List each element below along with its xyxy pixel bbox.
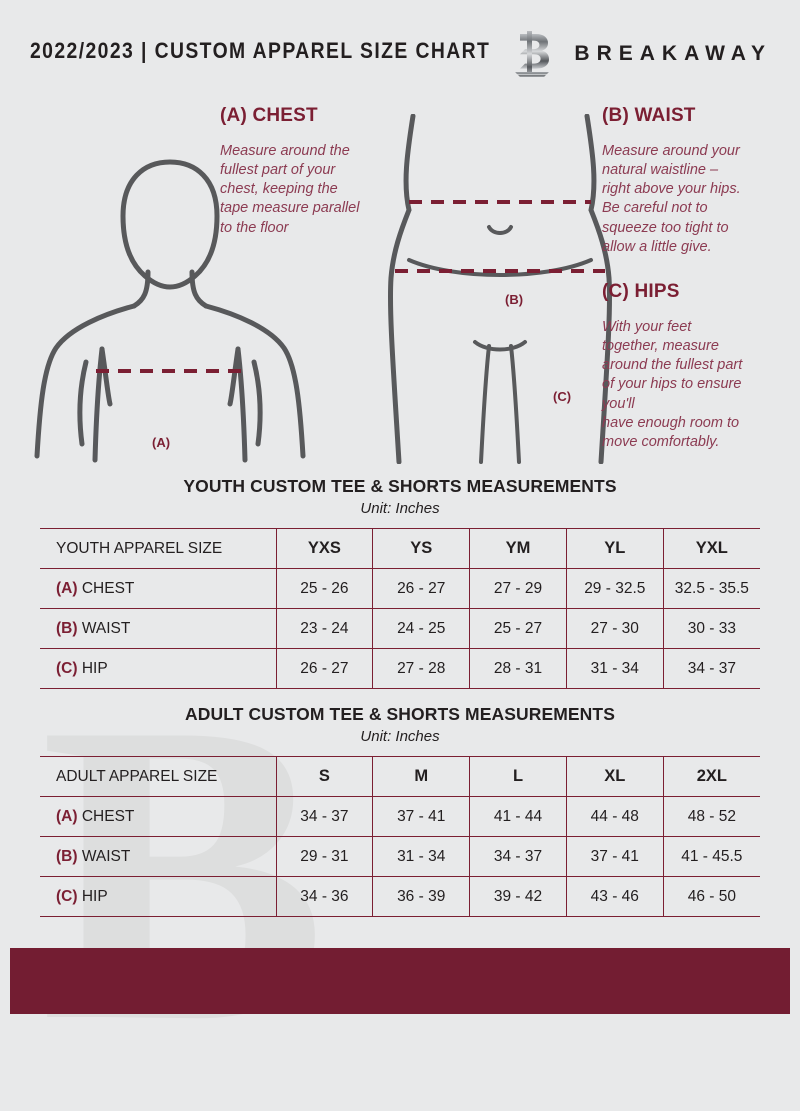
adult-cell-2-2: 39 - 42 (469, 876, 567, 917)
youth-cell-1-0: 23 - 24 (275, 608, 373, 649)
table-row: (A) CHEST 25 - 26 26 - 27 27 - 29 29 - 3… (40, 568, 760, 609)
chest-info-title: (A) CHEST (220, 105, 318, 126)
adult-cell-2-3: 43 - 46 (565, 876, 664, 917)
measurement-diagrams: (A) (B) (C) (A) CHEST Measure around the… (0, 96, 800, 466)
adult-measurements-section: ADULT CUSTOM TEE & SHORTS MEASUREMENTS U… (40, 704, 760, 917)
adult-cell-2-0: 34 - 36 (275, 876, 373, 917)
adult-section-title: ADULT CUSTOM TEE & SHORTS MEASUREMENTS (185, 704, 615, 724)
chest-info-text: Measure around the fullest part of your … (220, 142, 360, 236)
row-tag: (A) (56, 807, 78, 825)
youth-cell-0-0: 25 - 26 (275, 568, 373, 609)
upper-body-torso-illustration (20, 104, 320, 469)
table-row: (B) WAIST 29 - 31 31 - 34 34 - 37 37 - 4… (40, 836, 760, 877)
adult-row-label-2: (C) HIP (40, 876, 276, 917)
table-row: (B) WAIST 23 - 24 24 - 25 25 - 27 27 - 3… (40, 608, 760, 649)
adult-size-header-0: S (275, 756, 373, 797)
adult-cell-0-0: 34 - 37 (275, 796, 373, 837)
brand-name: BREAKAWAY (574, 42, 772, 65)
page-header: 2022/2023 | CUSTOM APPAREL SIZE CHART (0, 0, 800, 96)
adult-cell-0-4: 48 - 52 (662, 796, 760, 837)
row-tag: (B) (56, 619, 78, 637)
footer-bar (10, 948, 790, 1014)
youth-cell-2-1: 27 - 28 (372, 648, 470, 689)
adult-size-header-3: XL (565, 756, 664, 797)
waist-info-title: (B) WAIST (602, 105, 696, 126)
chest-info-block: (A) CHEST Measure around the fullest par… (220, 105, 395, 252)
chest-marker-label: (A) (152, 435, 171, 450)
youth-cell-0-2: 27 - 29 (469, 568, 567, 609)
hips-info-title: (C) HIPS (602, 281, 680, 302)
youth-section-title: YOUTH CUSTOM TEE & SHORTS MEASUREMENTS (183, 476, 617, 496)
youth-cell-1-2: 25 - 27 (469, 608, 567, 649)
youth-cell-0-3: 29 - 32.5 (565, 568, 664, 609)
youth-size-header-0: YXS (275, 528, 373, 569)
brand-lockup: BREAKAWAY (512, 30, 772, 78)
table-header-row: ADULT APPAREL SIZE S M L XL 2XL (40, 756, 760, 797)
adult-cell-1-1: 31 - 34 (372, 836, 470, 877)
adult-row-label-1: (B) WAIST (40, 836, 276, 877)
adult-cell-1-3: 37 - 41 (565, 836, 664, 877)
waist-info-block: (B) WAIST Measure around your natural wa… (602, 105, 782, 272)
adult-apparel-size-header: ADULT APPAREL SIZE (40, 756, 276, 797)
youth-size-header-4: YXL (662, 528, 760, 569)
row-tag: (C) (56, 659, 78, 677)
waist-info-text: Measure around your natural waistline – … (602, 142, 741, 255)
youth-cell-2-2: 28 - 31 (469, 648, 567, 689)
hips-info-block: (C) HIPS With your feet together, measur… (602, 281, 782, 467)
youth-cell-1-4: 30 - 33 (662, 608, 760, 649)
adult-size-table: ADULT APPAREL SIZE S M L XL 2XL (A) CHES… (40, 756, 760, 917)
adult-section-unit: Unit: Inches (360, 728, 440, 745)
adult-cell-1-4: 41 - 45.5 (662, 836, 760, 877)
youth-cell-0-4: 32.5 - 35.5 (662, 568, 760, 609)
adult-cell-2-4: 46 - 50 (662, 876, 760, 917)
hips-info-text: With your feet together, measure around … (602, 318, 743, 451)
row-name: WAIST (77, 619, 131, 637)
youth-size-header-2: YM (469, 528, 567, 569)
table-row: (C) HIP 26 - 27 27 - 28 28 - 31 31 - 34 … (40, 648, 760, 689)
page-title: 2022/2023 | CUSTOM APPAREL SIZE CHART (30, 38, 491, 63)
youth-row-label-0: (A) CHEST (40, 568, 276, 609)
row-tag: (B) (56, 847, 78, 865)
row-name: CHEST (77, 807, 135, 825)
lower-body-hips-illustration (385, 113, 615, 469)
youth-size-table: YOUTH APPAREL SIZE YXS YS YM YL YXL (A) … (40, 528, 760, 689)
adult-cell-1-0: 29 - 31 (275, 836, 373, 877)
adult-cell-0-2: 41 - 44 (469, 796, 567, 837)
youth-cell-2-4: 34 - 37 (662, 648, 760, 689)
row-name: HIP (77, 887, 108, 905)
row-name: CHEST (77, 579, 135, 597)
youth-cell-0-1: 26 - 27 (372, 568, 470, 609)
waist-marker-label: (B) (505, 292, 524, 307)
table-row: (C) HIP 34 - 36 36 - 39 39 - 42 43 - 46 … (40, 876, 760, 917)
breakaway-b-logo-icon (512, 30, 556, 78)
youth-size-header-3: YL (565, 528, 664, 569)
youth-measurements-section: YOUTH CUSTOM TEE & SHORTS MEASUREMENTS U… (40, 476, 760, 689)
youth-cell-1-3: 27 - 30 (565, 608, 664, 649)
adult-cell-1-2: 34 - 37 (469, 836, 567, 877)
row-name: WAIST (77, 847, 131, 865)
adult-cell-0-1: 37 - 41 (372, 796, 470, 837)
row-name: HIP (77, 659, 108, 677)
youth-cell-2-0: 26 - 27 (275, 648, 373, 689)
youth-row-label-1: (B) WAIST (40, 608, 276, 649)
hips-marker-label: (C) (553, 389, 572, 404)
table-header-row: YOUTH APPAREL SIZE YXS YS YM YL YXL (40, 528, 760, 569)
adult-cell-0-3: 44 - 48 (565, 796, 664, 837)
row-tag: (A) (56, 579, 78, 597)
adult-size-header-4: 2XL (662, 756, 760, 797)
youth-cell-2-3: 31 - 34 (565, 648, 664, 689)
adult-cell-2-1: 36 - 39 (372, 876, 470, 917)
row-tag: (C) (56, 887, 78, 905)
youth-apparel-size-header: YOUTH APPAREL SIZE (40, 528, 276, 569)
adult-size-header-2: L (469, 756, 567, 797)
youth-row-label-2: (C) HIP (40, 648, 276, 689)
youth-size-header-1: YS (372, 528, 470, 569)
youth-cell-1-1: 24 - 25 (372, 608, 470, 649)
adult-row-label-0: (A) CHEST (40, 796, 276, 837)
youth-section-unit: Unit: Inches (360, 500, 440, 517)
table-row: (A) CHEST 34 - 37 37 - 41 41 - 44 44 - 4… (40, 796, 760, 837)
adult-size-header-1: M (372, 756, 470, 797)
